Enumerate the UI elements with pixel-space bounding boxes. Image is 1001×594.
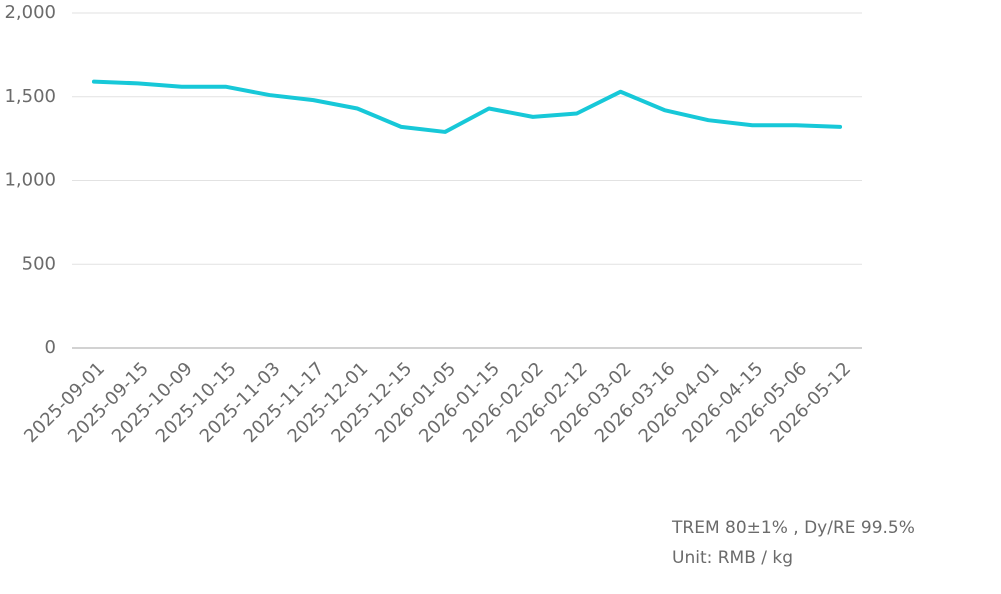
y-tick-label: 1,500 <box>4 86 56 107</box>
y-tick-label: 0 <box>45 337 56 358</box>
note: TREM 80±1% , Dy/RE 99.5% <box>671 518 915 538</box>
note: Unit: RMB / kg <box>672 548 793 568</box>
y-tick-label: 2,000 <box>4 2 56 23</box>
y-tick-label: 500 <box>22 253 56 274</box>
data-line <box>91 79 843 134</box>
y-tick-label: 1,000 <box>4 170 56 191</box>
